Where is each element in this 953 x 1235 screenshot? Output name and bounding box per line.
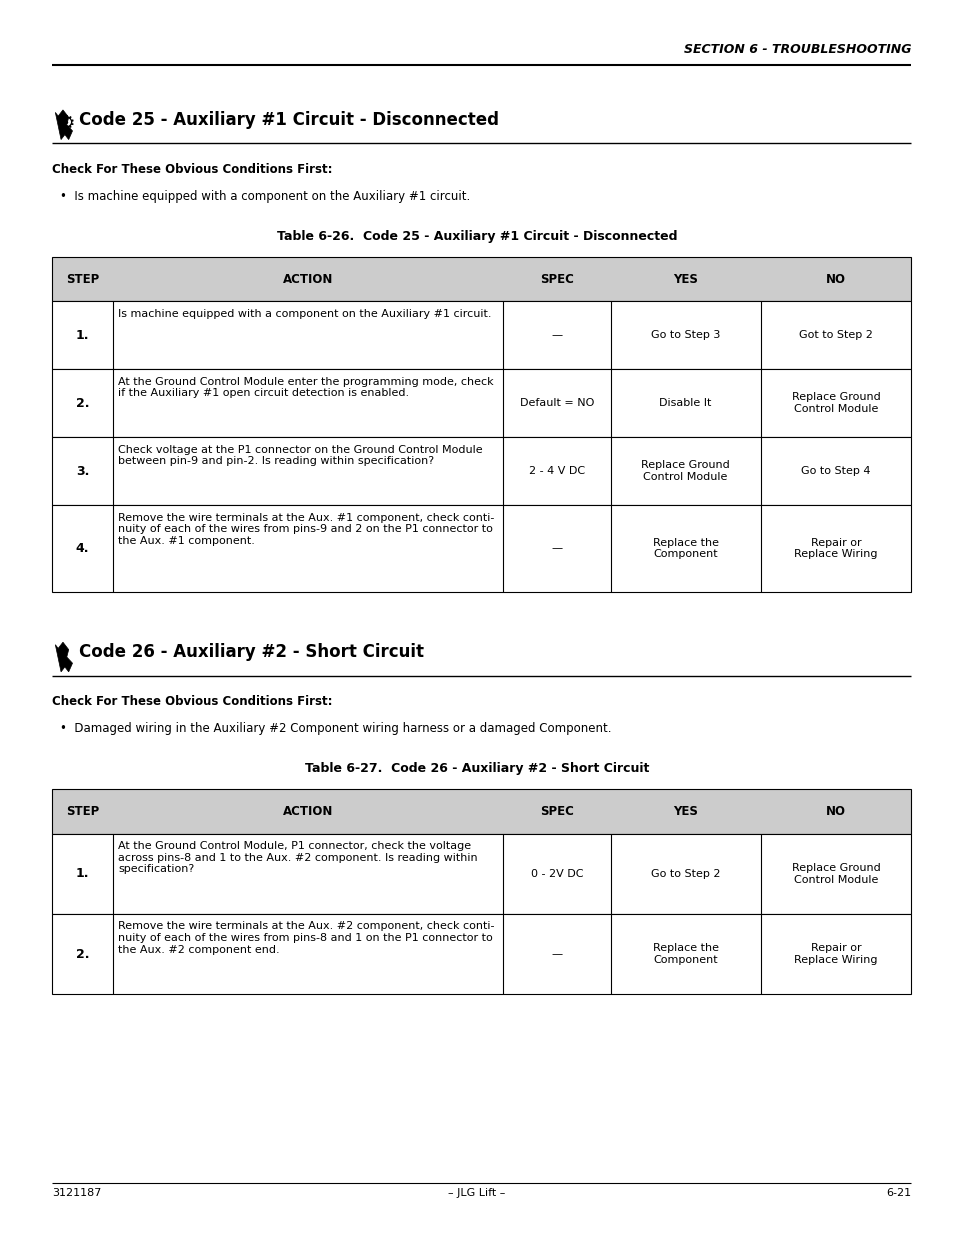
Text: Check For These Obvious Conditions First:: Check For These Obvious Conditions First… — [52, 163, 333, 177]
Text: Go to Step 4: Go to Step 4 — [801, 466, 870, 477]
Text: – JLG Lift –: – JLG Lift – — [448, 1188, 505, 1198]
Text: STEP: STEP — [66, 805, 99, 818]
Text: YES: YES — [673, 805, 698, 818]
Text: 2 - 4 V DC: 2 - 4 V DC — [528, 466, 584, 477]
Text: Replace the
Component: Replace the Component — [652, 944, 718, 965]
Text: —: — — [551, 330, 562, 341]
Text: •  Damaged wiring in the Auxiliary #2 Component wiring harness or a damaged Comp: • Damaged wiring in the Auxiliary #2 Com… — [60, 722, 611, 736]
Bar — [52, 437, 910, 505]
Text: Code 26 - Auxiliary #2 - Short Circuit: Code 26 - Auxiliary #2 - Short Circuit — [79, 643, 424, 662]
Text: Replace Ground
Control Module: Replace Ground Control Module — [791, 863, 880, 884]
Text: 0 - 2V DC: 0 - 2V DC — [530, 868, 582, 879]
Text: 1.: 1. — [75, 329, 90, 342]
Text: Repair or
Replace Wiring: Repair or Replace Wiring — [793, 537, 877, 559]
Text: NO: NO — [825, 273, 845, 285]
Text: Replace the
Component: Replace the Component — [652, 537, 718, 559]
Text: Check voltage at the P1 connector on the Ground Control Module
between pin-9 and: Check voltage at the P1 connector on the… — [118, 445, 482, 466]
Text: Code 25 - Auxiliary #1 Circuit - Disconnected: Code 25 - Auxiliary #1 Circuit - Disconn… — [79, 111, 498, 130]
Text: —: — — [551, 543, 562, 553]
Text: 2.: 2. — [75, 947, 90, 961]
Text: ⚙: ⚙ — [57, 114, 74, 132]
PathPatch shape — [55, 110, 72, 140]
Bar — [52, 789, 910, 834]
Text: Is machine equipped with a component on the Auxiliary #1 circuit.: Is machine equipped with a component on … — [118, 309, 492, 319]
Bar — [52, 834, 910, 914]
Bar — [52, 914, 910, 994]
Bar — [52, 505, 910, 592]
Text: 3.: 3. — [75, 464, 90, 478]
Text: Table 6-26.  Code 25 - Auxiliary #1 Circuit - Disconnected: Table 6-26. Code 25 - Auxiliary #1 Circu… — [276, 230, 677, 243]
Text: Table 6-27.  Code 26 - Auxiliary #2 - Short Circuit: Table 6-27. Code 26 - Auxiliary #2 - Sho… — [305, 762, 648, 776]
Bar — [52, 369, 910, 437]
Text: SPEC: SPEC — [539, 805, 574, 818]
PathPatch shape — [55, 642, 72, 672]
Text: 1.: 1. — [75, 867, 90, 881]
Text: At the Ground Control Module, P1 connector, check the voltage
across pins-8 and : At the Ground Control Module, P1 connect… — [118, 841, 477, 874]
Text: —: — — [551, 948, 562, 960]
Text: ACTION: ACTION — [282, 273, 333, 285]
Text: 3121187: 3121187 — [52, 1188, 102, 1198]
Text: 6-21: 6-21 — [885, 1188, 910, 1198]
Text: Replace Ground
Control Module: Replace Ground Control Module — [640, 461, 729, 482]
Text: NO: NO — [825, 805, 845, 818]
Text: Disable It: Disable It — [659, 398, 711, 409]
Text: Remove the wire terminals at the Aux. #1 component, check conti-
nuity of each o: Remove the wire terminals at the Aux. #1… — [118, 513, 495, 546]
Text: Repair or
Replace Wiring: Repair or Replace Wiring — [793, 944, 877, 965]
Text: Check For These Obvious Conditions First:: Check For These Obvious Conditions First… — [52, 695, 333, 709]
Text: 2.: 2. — [75, 396, 90, 410]
Text: Replace Ground
Control Module: Replace Ground Control Module — [791, 393, 880, 414]
Text: YES: YES — [673, 273, 698, 285]
Text: Got to Step 2: Got to Step 2 — [799, 330, 872, 341]
Text: Default = NO: Default = NO — [519, 398, 594, 409]
Text: At the Ground Control Module enter the programming mode, check
if the Auxiliary : At the Ground Control Module enter the p… — [118, 377, 494, 398]
Text: Go to Step 2: Go to Step 2 — [650, 868, 720, 879]
Text: SECTION 6 - TROUBLESHOOTING: SECTION 6 - TROUBLESHOOTING — [683, 43, 910, 57]
Bar — [52, 257, 910, 301]
Text: •  Is machine equipped with a component on the Auxiliary #1 circuit.: • Is machine equipped with a component o… — [60, 190, 470, 204]
Text: Go to Step 3: Go to Step 3 — [650, 330, 720, 341]
Text: SPEC: SPEC — [539, 273, 574, 285]
Text: Remove the wire terminals at the Aux. #2 component, check conti-
nuity of each o: Remove the wire terminals at the Aux. #2… — [118, 921, 495, 955]
Text: STEP: STEP — [66, 273, 99, 285]
Text: ACTION: ACTION — [282, 805, 333, 818]
Text: 4.: 4. — [75, 542, 90, 555]
Bar — [52, 301, 910, 369]
